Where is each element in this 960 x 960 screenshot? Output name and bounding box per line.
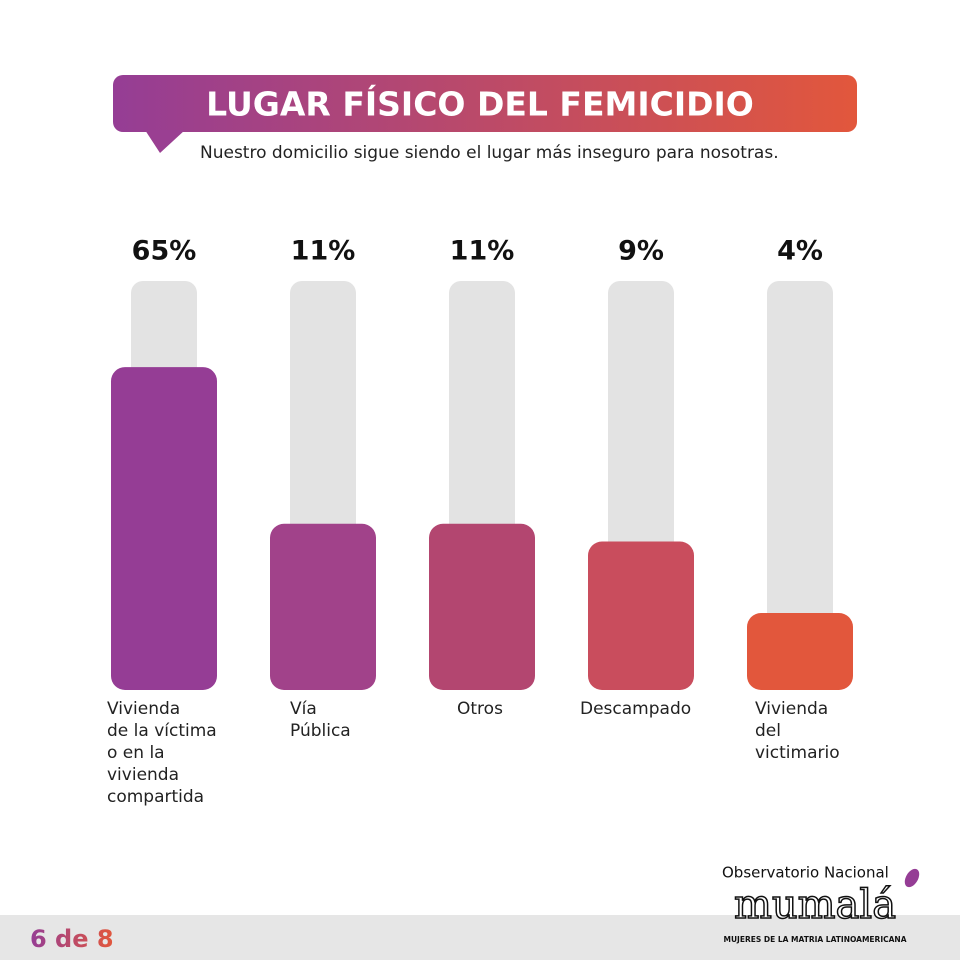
logo-leaf: [904, 868, 920, 888]
value-label: 11%: [450, 236, 515, 267]
chart-title: LUGAR FÍSICO DEL FEMICIDIO: [206, 84, 754, 124]
category-label: Otros: [457, 699, 503, 719]
category-label: Descampado: [580, 699, 692, 719]
footer-band: [0, 915, 960, 960]
title-banner: [113, 75, 857, 132]
bar: [429, 523, 535, 690]
page-number: 6 de 8: [30, 925, 114, 953]
logo-sub: MUJERES DE LA MATRIA LATINOAMERICANA: [723, 935, 906, 944]
category-label: Vivienda del victimario: [755, 699, 840, 763]
value-label: 9%: [618, 236, 664, 267]
category-label: Vía Pública: [290, 699, 351, 741]
category-label: Vivienda de la víctima o en la vivienda …: [107, 699, 217, 807]
value-label: 65%: [132, 236, 197, 267]
logo-name: mumalá: [734, 882, 896, 928]
subtitle: Nuestro domicilio sigue siendo el lugar …: [200, 143, 779, 163]
bar-track: [767, 281, 833, 690]
bar: [588, 541, 694, 690]
value-label: 4%: [777, 236, 823, 267]
bar: [747, 613, 853, 690]
banner-tail: [145, 130, 185, 153]
bar: [111, 367, 217, 690]
logo-top: Observatorio Nacional: [722, 864, 889, 882]
bar: [270, 523, 376, 690]
value-label: 11%: [291, 236, 356, 267]
